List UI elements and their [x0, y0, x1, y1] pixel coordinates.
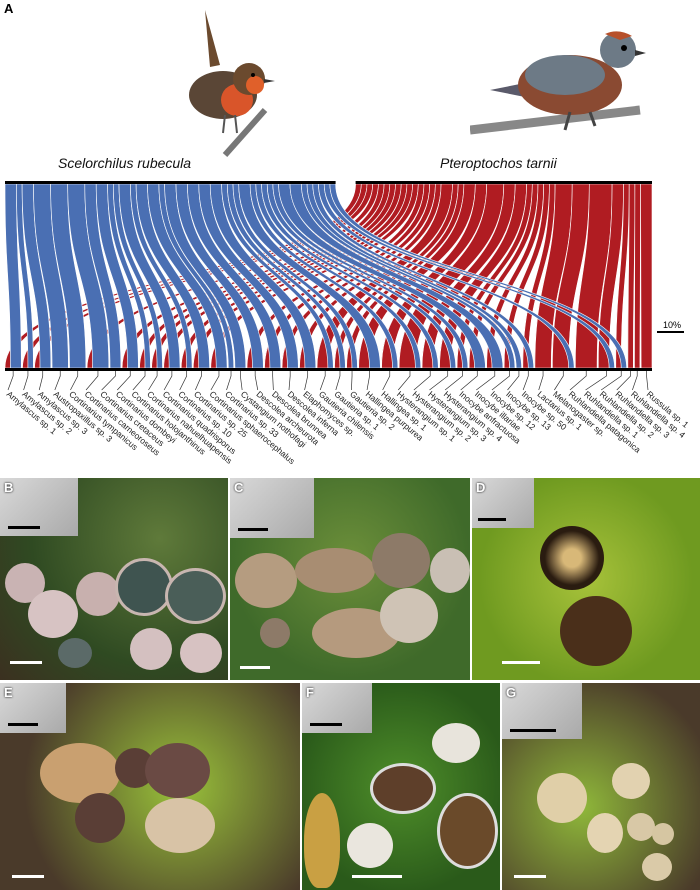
label-leader-line	[476, 371, 496, 391]
photo-panel-e: E	[0, 683, 300, 890]
bottom-bar-fungi	[5, 368, 652, 371]
label-leader-line	[38, 371, 44, 391]
panel-letter: B	[4, 480, 14, 495]
panel-a-letter: A	[4, 1, 14, 16]
label-leader-line	[538, 371, 544, 391]
top-bar-pteroptochos	[355, 181, 652, 184]
label-leader-line	[23, 371, 29, 391]
panel-letter: D	[476, 480, 486, 495]
link-pteroptochos	[627, 183, 636, 369]
spore-inset	[0, 478, 78, 536]
label-leader-line	[616, 371, 631, 391]
label-leader-line	[444, 371, 463, 391]
label-leader-line	[585, 371, 607, 391]
label-leader-line	[429, 371, 449, 391]
pteroptochos-illustration	[470, 31, 646, 135]
label-leader-line	[70, 371, 79, 391]
label-leader-line	[413, 371, 431, 391]
label-leader-line	[194, 371, 202, 391]
label-leader-line	[569, 371, 587, 391]
scelorchilus-illustration	[189, 10, 275, 157]
label-leader-line	[460, 371, 478, 391]
panel-letter: G	[506, 685, 517, 700]
photo-panel-d: D	[472, 478, 700, 680]
label-leader-line	[148, 371, 158, 391]
label-leader-line	[304, 371, 309, 391]
label-leader-line	[632, 371, 638, 391]
label-leader-line	[254, 371, 259, 391]
label-leader-line	[210, 371, 220, 391]
panel-letter: F	[306, 685, 314, 700]
scale-label: 10%	[663, 320, 682, 330]
label-leader-line	[351, 371, 353, 391]
spore-inset	[230, 478, 314, 538]
photo-panel-f: F	[302, 683, 500, 890]
label-leader-line	[382, 371, 391, 391]
label-leader-line	[600, 371, 622, 391]
label-leader-line	[85, 371, 99, 391]
label-leader-line	[101, 371, 116, 391]
label-leader-line	[366, 371, 370, 391]
label-leader-line	[288, 371, 291, 391]
link-pteroptochos	[640, 183, 653, 369]
spore-inset	[302, 683, 372, 733]
label-leader-line	[179, 371, 188, 391]
label-leader-line	[163, 371, 173, 391]
photo-panel-b: B	[0, 478, 228, 680]
label-leader-line	[272, 371, 274, 391]
label-leader-line	[491, 371, 510, 391]
bird-name-pteroptochos: Pteroptochos tarnii	[440, 155, 557, 171]
label-leader-line	[507, 371, 520, 391]
label-leader-line	[240, 371, 243, 391]
link-pteroptochos	[634, 183, 641, 369]
label-leader-line	[335, 371, 341, 391]
spore-inset	[472, 478, 534, 528]
label-leader-line	[397, 371, 411, 391]
label-leader-line	[646, 371, 649, 391]
label-leader-line	[522, 371, 529, 391]
panel-letter: E	[4, 685, 13, 700]
label-leader-line	[117, 371, 131, 391]
photo-panel-g: G	[502, 683, 700, 890]
spore-inset	[0, 683, 66, 733]
label-leader-line	[226, 371, 232, 391]
top-bar-scelorchilus	[5, 181, 336, 184]
bird-name-scelorchilus: Scelorchilus rubecula	[58, 155, 192, 171]
scale-bar	[657, 331, 684, 333]
spore-inset	[502, 683, 582, 739]
photo-panel-c: C	[230, 478, 470, 680]
label-leader-line	[132, 371, 146, 391]
panel-letter: C	[234, 480, 244, 495]
label-leader-line	[54, 371, 61, 391]
label-leader-line	[319, 371, 326, 391]
label-leader-line	[7, 371, 14, 391]
label-leader-line	[554, 371, 564, 391]
